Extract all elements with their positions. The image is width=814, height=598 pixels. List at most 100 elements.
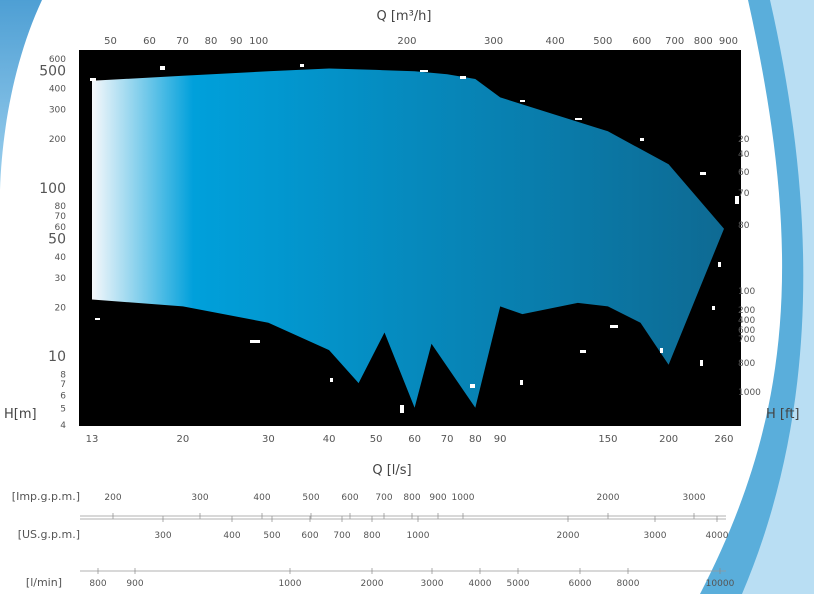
bottom-x-tick-label: 80 xyxy=(469,434,482,445)
secondary-scale-tick-label: 800 xyxy=(89,579,106,589)
artifact-17 xyxy=(610,325,618,328)
secondary-scale-label: [US.g.p.m.] xyxy=(18,528,80,541)
artifact-2 xyxy=(300,64,304,67)
right-y-tick-label: 700 xyxy=(738,335,755,345)
bottom-x-tick-label: 150 xyxy=(598,434,617,445)
top-x-tick-label: 200 xyxy=(397,36,416,47)
left-y-tick-label: 400 xyxy=(49,85,66,95)
top-x-tick-label: 60 xyxy=(143,36,156,47)
top-x-tick-label: 400 xyxy=(546,36,565,47)
bottom-x-tick-label: 13 xyxy=(86,434,99,445)
secondary-scale-tick-label: 300 xyxy=(154,531,171,541)
secondary-scale-tick-label: 600 xyxy=(301,531,318,541)
left-y-tick-label: 5 xyxy=(60,405,66,415)
artifact-10 xyxy=(95,318,100,320)
secondary-scale-tick-label: 600 xyxy=(341,493,358,503)
left-y-tick-label: 7 xyxy=(60,380,66,390)
left-y-tick-label: 40 xyxy=(55,253,67,263)
left-y-tick-label: 30 xyxy=(55,274,67,284)
secondary-scale-tick-label: 700 xyxy=(375,493,392,503)
right-y-tick-label: 600 xyxy=(738,326,755,336)
artifact-14 xyxy=(470,384,475,388)
artifact-7 xyxy=(640,138,644,141)
left-y-tick-label: 60 xyxy=(55,223,67,233)
top-x-tick-label: 100 xyxy=(249,36,268,47)
secondary-scale-tick-label: 1000 xyxy=(279,579,302,589)
secondary-scale-tick-label: 3000 xyxy=(421,579,444,589)
right-y-tick-label: 800 xyxy=(738,359,755,369)
left-y-tick-label: 20 xyxy=(55,303,67,313)
image-artifacts xyxy=(90,64,739,413)
left-y-tick-label: 300 xyxy=(49,106,66,116)
secondary-scale-tick-label: 5000 xyxy=(507,579,530,589)
right-y-tick-label: 200 xyxy=(738,306,755,316)
top-x-tick-label: 300 xyxy=(484,36,503,47)
left-y-tick-label: 100 xyxy=(39,181,66,197)
bottom-x-tick-label: 20 xyxy=(177,434,190,445)
bottom-x-tick-label: 90 xyxy=(494,434,507,445)
secondary-scale-tick-label: 8000 xyxy=(617,579,640,589)
right-y-tick-label: 70 xyxy=(738,189,750,199)
secondary-scale-tick-label: 10000 xyxy=(706,579,735,589)
right-y-axis-title: H [ft] xyxy=(766,407,800,422)
left-y-tick-label: 200 xyxy=(49,135,66,145)
left-y-tick-label: 4 xyxy=(60,421,66,431)
right-y-tick-label: 1000 xyxy=(738,388,761,398)
artifact-1 xyxy=(160,66,165,70)
artifact-18 xyxy=(660,348,663,353)
secondary-scale-tick-label: 400 xyxy=(223,531,240,541)
secondary-scale-label: [l/min] xyxy=(26,576,62,589)
secondary-scale-label: [Imp.g.p.m.] xyxy=(12,490,80,503)
artifact-19 xyxy=(700,360,703,366)
artifact-12 xyxy=(330,378,333,382)
artifact-0 xyxy=(90,78,96,81)
secondary-scale-tick-label: 500 xyxy=(302,493,319,503)
bottom-x-tick-label: 200 xyxy=(659,434,678,445)
secondary-scale-tick-label: 1000 xyxy=(452,493,475,503)
secondary-scale-tick-label: 2000 xyxy=(557,531,580,541)
artifact-13 xyxy=(400,405,404,413)
secondary-scale-tick-label: 700 xyxy=(333,531,350,541)
artifact-4 xyxy=(460,76,466,79)
secondary-scale-tick-label: 800 xyxy=(403,493,420,503)
right-y-tick-label: 100 xyxy=(738,287,755,297)
secondary-scale-tick-label: 400 xyxy=(253,493,270,503)
top-x-tick-label: 90 xyxy=(230,36,243,47)
bottom-x-tick-label: 60 xyxy=(408,434,421,445)
frame-right-outer xyxy=(700,0,814,594)
left-y-tick-label: 70 xyxy=(55,212,67,222)
top-x-tick-label: 700 xyxy=(665,36,684,47)
secondary-scale-tick-label: 4000 xyxy=(469,579,492,589)
top-x-tick-label: 70 xyxy=(176,36,189,47)
top-x-tick-label: 500 xyxy=(593,36,612,47)
artifact-5 xyxy=(520,100,525,102)
secondary-scale-tick-label: 3000 xyxy=(644,531,667,541)
left-y-tick-label: 8 xyxy=(60,370,66,380)
top-x-tick-label: 900 xyxy=(719,36,738,47)
left-y-tick-label: 10 xyxy=(48,349,66,365)
artifact-8 xyxy=(700,172,706,175)
artifact-11 xyxy=(250,340,260,343)
left-y-axis-title: H[m] xyxy=(4,407,37,422)
artifact-6 xyxy=(575,118,582,120)
secondary-scale-tick-label: 4000 xyxy=(706,531,729,541)
left-y-tick-label: 600 xyxy=(49,55,66,65)
secondary-scale-tick-label: 2000 xyxy=(361,579,384,589)
left-y-tick-label: 6 xyxy=(60,391,66,401)
artifact-15 xyxy=(520,380,523,385)
secondary-scale-tick-label: 3000 xyxy=(683,493,706,503)
right-y-tick-label: 400 xyxy=(738,316,755,326)
artifact-9 xyxy=(735,196,739,204)
secondary-scale-tick-label: 500 xyxy=(263,531,280,541)
artifact-21 xyxy=(712,306,715,310)
top-x-axis-title: Q [m³/h] xyxy=(376,9,431,24)
right-y-tick-label: 60 xyxy=(738,168,750,178)
bottom-x-tick-label: 70 xyxy=(441,434,454,445)
left-y-tick-label: 500 xyxy=(39,63,66,79)
secondary-scale-tick-label: 6000 xyxy=(569,579,592,589)
bottom-x-tick-label: 30 xyxy=(262,434,275,445)
artifact-3 xyxy=(420,70,428,72)
top-x-tick-label: 50 xyxy=(104,36,117,47)
